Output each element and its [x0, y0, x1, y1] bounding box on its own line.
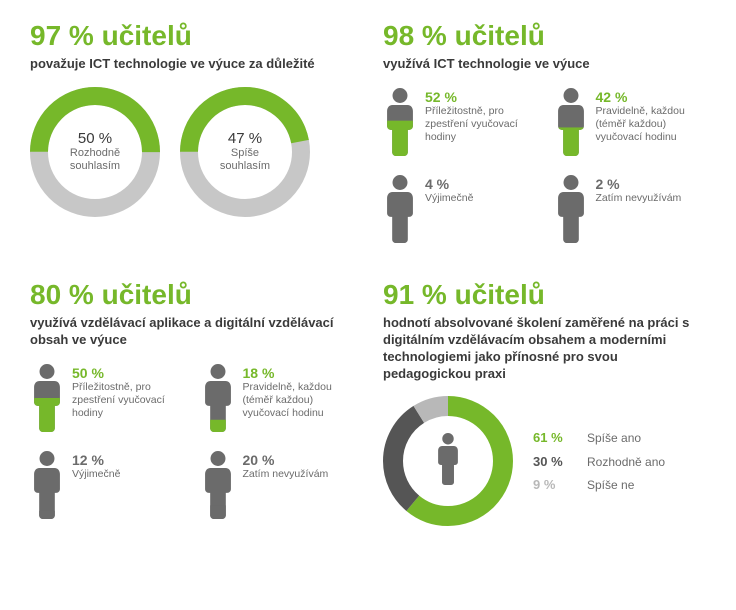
people-grid-q3: 50 % Příležitostně, pro zpestření vyučov… — [30, 363, 353, 525]
subhead-q1: považuje ICT technologie ve výuce za důl… — [30, 56, 353, 73]
legend-label: Spíše ano — [587, 428, 641, 450]
headline-q3: 80 % učitelů — [30, 279, 353, 311]
person-pct: 42 % — [596, 89, 707, 105]
person-icon — [30, 363, 64, 438]
person-pct: 18 % — [243, 365, 354, 381]
panel-q2: 98 % učitelů využívá ICT technologie ve … — [383, 20, 706, 249]
person-icon — [201, 363, 235, 438]
legend-row: 61 % Spíše ano — [533, 426, 665, 450]
headline-q4: 91 % učitelů — [383, 279, 706, 311]
donut-q1-0: 50 % Rozhodně souhlasím — [30, 87, 160, 217]
person-icon — [554, 174, 588, 249]
subhead-q4: hodnotí absolvované školení zaměřené na … — [383, 315, 706, 383]
person-item: 12 % Výjimečně — [30, 450, 183, 525]
person-item: 50 % Příležitostně, pro zpestření vyučov… — [30, 363, 183, 438]
panel-q3: 80 % učitelů využívá vzdělávací aplikace… — [30, 279, 353, 527]
person-item: 20 % Zatím nevyužívám — [201, 450, 354, 525]
person-desc: Pravidelně, každou (téměř každou) vyučov… — [596, 105, 707, 144]
person-icon — [201, 450, 235, 525]
person-icon — [30, 450, 64, 525]
person-desc: Pravidelně, každou (téměř každou) vyučov… — [243, 381, 354, 420]
person-pct: 4 % — [425, 176, 473, 192]
person-pct: 2 % — [596, 176, 682, 192]
legend-label: Spíše ne — [587, 475, 634, 497]
legend-pct: 30 % — [533, 450, 575, 473]
person-item: 52 % Příležitostně, pro zpestření vyučov… — [383, 87, 536, 162]
legend-row: 30 % Rozhodně ano — [533, 450, 665, 474]
person-pct: 50 % — [72, 365, 183, 381]
panel-q4: 91 % učitelů hodnotí absolvované školení… — [383, 279, 706, 527]
person-item: 4 % Výjimečně — [383, 174, 536, 249]
donut-pct: 47 % — [228, 130, 262, 147]
person-pct: 20 % — [243, 452, 329, 468]
person-pct: 52 % — [425, 89, 536, 105]
person-pct: 12 % — [72, 452, 120, 468]
person-item: 42 % Pravidelně, každou (téměř každou) v… — [554, 87, 707, 162]
person-desc: Výjimečně — [72, 468, 120, 481]
headline-q2: 98 % učitelů — [383, 20, 706, 52]
legend-row: 9 % Spíše ne — [533, 473, 665, 497]
person-desc: Příležitostně, pro zpestření vyučovací h… — [425, 105, 536, 144]
legend-label: Rozhodně ano — [587, 452, 665, 474]
panel-q1: 97 % učitelů považuje ICT technologie ve… — [30, 20, 353, 249]
legend-pct: 9 % — [533, 473, 575, 496]
person-desc: Zatím nevyužívám — [596, 192, 682, 205]
person-desc: Zatím nevyužívám — [243, 468, 329, 481]
legend-pct: 61 % — [533, 426, 575, 449]
person-icon — [383, 87, 417, 162]
donut-txt: Rozhodně souhlasím — [60, 147, 130, 173]
donut-pct: 50 % — [78, 130, 112, 147]
person-item: 18 % Pravidelně, každou (téměř každou) v… — [201, 363, 354, 438]
subhead-q2: využívá ICT technologie ve výuce — [383, 56, 706, 73]
donut-q1-1: 47 % Spíše souhlasím — [180, 87, 310, 217]
legend-q4: 61 % Spíše ano30 % Rozhodně ano9 % Spíše… — [533, 426, 665, 497]
person-icon — [383, 174, 417, 249]
person-desc: Výjimečně — [425, 192, 473, 205]
people-grid-q2: 52 % Příležitostně, pro zpestření vyučov… — [383, 87, 706, 249]
subhead-q3: využívá vzdělávací aplikace a digitální … — [30, 315, 353, 349]
person-desc: Příležitostně, pro zpestření vyučovací h… — [72, 381, 183, 420]
donut-row-q1: 50 % Rozhodně souhlasím 47 % Spíše souhl… — [30, 87, 353, 217]
donut-q4 — [383, 396, 513, 526]
person-icon — [554, 87, 588, 162]
person-icon — [435, 433, 461, 490]
headline-q1: 97 % učitelů — [30, 20, 353, 52]
person-item: 2 % Zatím nevyužívám — [554, 174, 707, 249]
donut-txt: Spíše souhlasím — [210, 147, 280, 173]
